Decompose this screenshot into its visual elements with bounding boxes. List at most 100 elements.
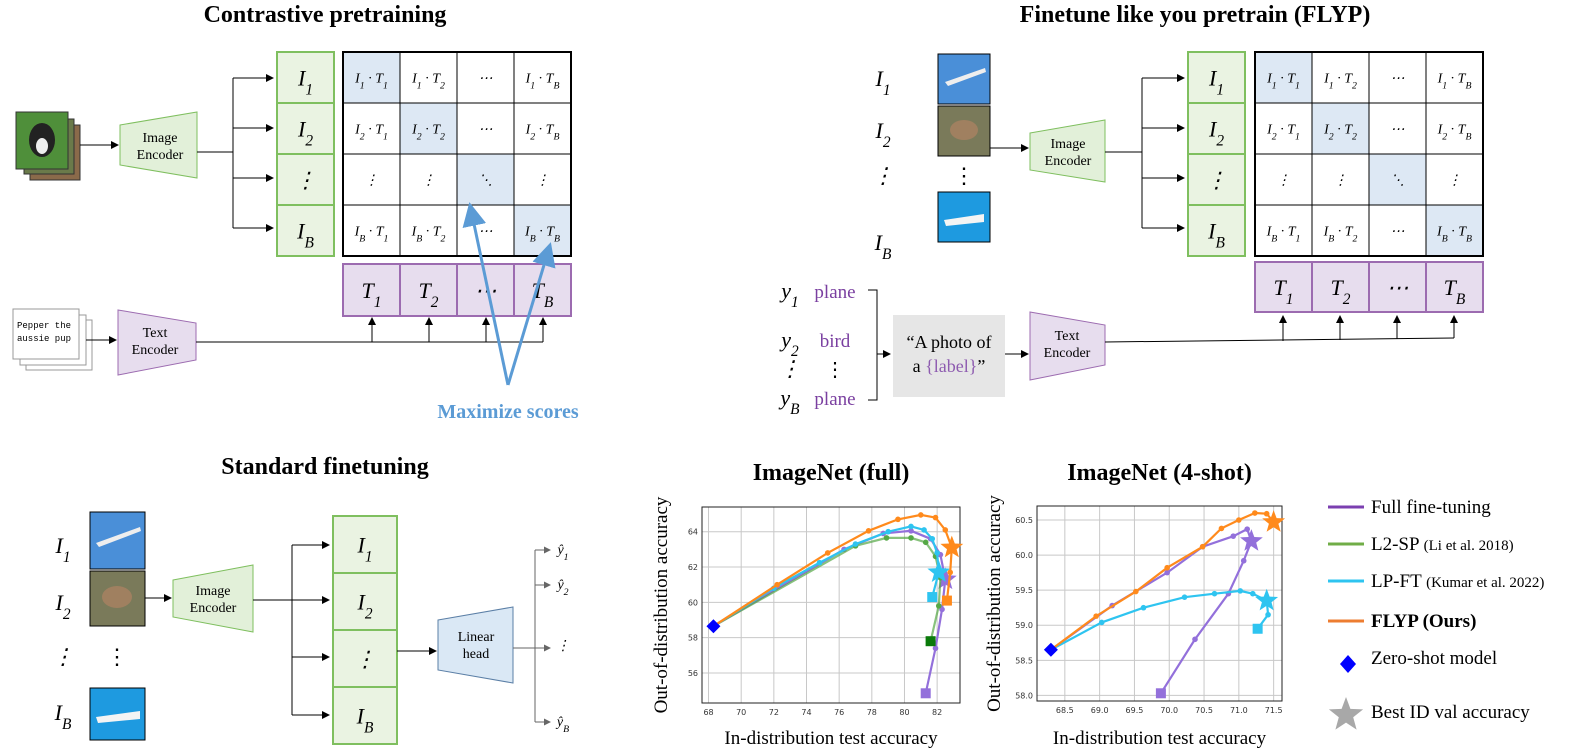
- data-point: [1249, 590, 1256, 597]
- text-encoder-label-2: Encoder: [132, 343, 179, 358]
- image-embedding-box: [276, 153, 335, 206]
- subscript: B: [416, 233, 422, 244]
- chart-title: ImageNet (full): [753, 460, 910, 486]
- y-axis-label: Out-of-distribution accuracy: [984, 495, 1005, 712]
- subscript: 1: [1329, 80, 1334, 91]
- subscript: B: [1465, 131, 1471, 142]
- subscript: 2: [63, 606, 71, 623]
- subscript: 1: [1286, 291, 1294, 308]
- template-a: a: [913, 356, 926, 376]
- x-tick-label: 69.0: [1091, 706, 1109, 715]
- image-embedding-label: IB: [1207, 219, 1225, 252]
- similarity-cell: [456, 153, 515, 206]
- subscript: B: [882, 246, 892, 263]
- text-part: ⋯: [479, 123, 493, 138]
- series-end-marker: [941, 595, 952, 606]
- data-point: [1181, 594, 1188, 600]
- legend-label: Full fine-tuning: [1371, 497, 1491, 518]
- similarity-score: ⋯: [1391, 123, 1405, 138]
- subscript: B: [1465, 80, 1471, 91]
- subscript: B: [364, 719, 374, 736]
- similarity-cell: [513, 153, 572, 206]
- y-axis-label: Out-of-distribution accuracy: [651, 496, 672, 713]
- subscript: 1: [360, 80, 365, 91]
- image-encoder: Image Encoder: [119, 111, 198, 179]
- template-line-1: “A photo of: [907, 332, 992, 352]
- text-part: I: [1323, 123, 1330, 138]
- data-point: [918, 512, 924, 518]
- subscript: B: [359, 233, 365, 244]
- image-embedding-box: [1187, 51, 1246, 104]
- text-part: ⋯: [1387, 275, 1409, 300]
- text-encoder: Text Encoder: [117, 309, 197, 376]
- series-line-LP-FT: [712, 525, 940, 628]
- data-point: [1240, 557, 1247, 564]
- y-tick-label: 59.5: [1015, 586, 1033, 595]
- series-end-marker: [920, 688, 931, 699]
- legend-item: Zero-shot model: [1340, 648, 1497, 673]
- subscript: B: [553, 80, 559, 91]
- text-encoder-label-2: Encoder: [1044, 346, 1091, 361]
- similarity-score: ⋯: [1391, 225, 1405, 240]
- text-encoder-label-1: Text: [1055, 329, 1080, 344]
- text-part: I: [1266, 225, 1273, 240]
- text-embedding-label: T2: [1331, 275, 1351, 308]
- image-label: I2: [54, 590, 70, 623]
- image-label: ⋮: [52, 644, 74, 669]
- text-part: y: [779, 327, 791, 352]
- data-point: [1236, 517, 1242, 523]
- data-point: [1164, 564, 1170, 571]
- y-tick-label: 58.0: [1015, 691, 1033, 700]
- subscript: 2: [417, 131, 422, 142]
- subscript: 2: [1343, 291, 1351, 308]
- image-embedding-label: I1: [297, 66, 313, 99]
- y-tick-label: 60.0: [1015, 551, 1033, 560]
- text-embedding-label: T1: [362, 278, 382, 311]
- text-part: I: [356, 704, 366, 729]
- y-tick-label: 56: [688, 669, 698, 678]
- subscript: B: [563, 724, 569, 735]
- x-axis-label: In-distribution test accuracy: [724, 728, 938, 749]
- linear-head: Linear head: [437, 606, 514, 684]
- subscript: 2: [1352, 131, 1357, 142]
- legend-name: LP-FT: [1371, 571, 1426, 592]
- y-tick-label: 60: [688, 598, 698, 607]
- image-embedding-label: IB: [296, 219, 314, 252]
- x-tick-label: 71.0: [1230, 706, 1248, 715]
- similarity-score: I1 · T1: [1266, 72, 1300, 92]
- data-point: [922, 539, 929, 546]
- series-end-marker: [927, 592, 938, 603]
- similarity-score: ⋮: [1448, 174, 1462, 189]
- subscript: 2: [305, 132, 313, 149]
- similarity-cell: [1311, 102, 1370, 155]
- series-line-LP-FT: [1050, 589, 1270, 651]
- image-encoder: Image Encoder: [1029, 119, 1106, 183]
- zero-shot-marker: [1043, 642, 1058, 657]
- subscript: 1: [63, 549, 71, 566]
- similarity-score: I2 · TB: [525, 123, 560, 143]
- subscript: 1: [374, 294, 382, 311]
- image-embedding-box: [1187, 204, 1246, 257]
- subscript: B: [790, 401, 800, 418]
- subscript: 2: [883, 134, 891, 151]
- class-ellipsis: ⋮: [825, 359, 845, 381]
- image-encoder-label-1: Image: [196, 584, 231, 599]
- image-label: I1: [54, 533, 70, 566]
- text-part: I: [1323, 225, 1330, 240]
- diamond-icon: [1340, 655, 1356, 673]
- linear-head-label-2: head: [463, 647, 489, 662]
- data-point: [932, 514, 939, 521]
- text-part: ŷ: [555, 543, 564, 558]
- data-point: [947, 569, 954, 576]
- data-point: [921, 527, 927, 533]
- template-label-placeholder: {label}: [925, 356, 977, 376]
- image-embedding-box: [276, 204, 335, 257]
- subscript: 1: [1272, 80, 1277, 91]
- data-point: [1093, 613, 1099, 619]
- class-index: yB: [778, 385, 800, 418]
- text-part: ⋮: [556, 639, 570, 654]
- data-point: [1164, 569, 1170, 576]
- similarity-cell: [456, 102, 515, 155]
- similarity-score: ⋮: [536, 174, 550, 189]
- similarity-score: IB · T2: [1323, 225, 1358, 245]
